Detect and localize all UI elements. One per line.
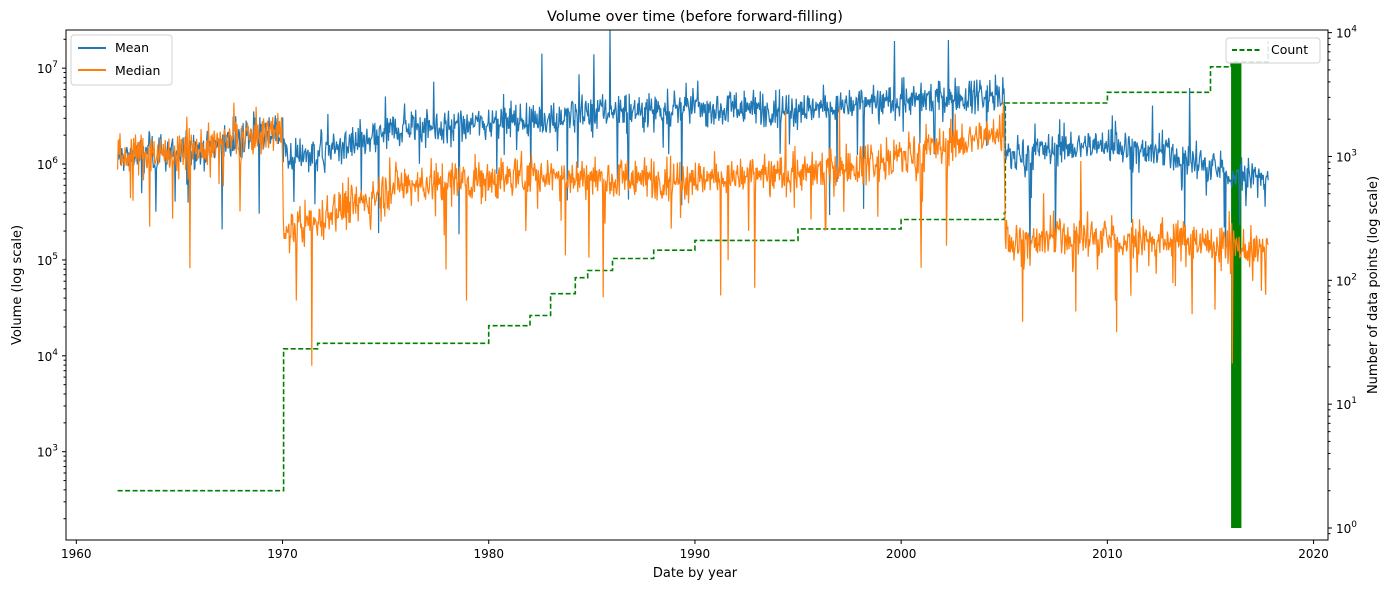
x-tick-label: 1970 — [267, 547, 298, 561]
y2-tick-label: 100 — [1336, 520, 1357, 536]
median-line — [117, 101, 1269, 366]
y-tick-label: 103 — [37, 444, 58, 460]
legend-right-box — [1225, 37, 1321, 64]
legend-mean-label: Mean — [115, 40, 149, 55]
y-tick-label: 104 — [37, 348, 58, 364]
plot-area — [117, 30, 1269, 528]
y-axis-label: Volume (log scale) — [10, 225, 25, 345]
y2-tick-label: 104 — [1336, 25, 1357, 41]
legend-count-label: Count — [1271, 42, 1308, 57]
x-axis: 1960 1970 1980 1990 2000 2010 2020 — [61, 540, 1329, 561]
y2-tick-label: 102 — [1336, 272, 1357, 288]
count-band — [1231, 61, 1242, 528]
chart-title: Volume over time (before forward-filling… — [547, 9, 843, 25]
plot-lines — [117, 30, 1269, 528]
count-line — [117, 41, 1269, 492]
x-tick-label: 2000 — [886, 547, 917, 561]
x-tick-label: 1980 — [473, 547, 504, 561]
y-tick-label: 106 — [37, 156, 58, 172]
x-tick-label: 1960 — [61, 547, 92, 561]
x-axis-label: Date by year — [653, 566, 738, 581]
y2-axis-label: Number of data points (log scale) — [1366, 176, 1381, 394]
y2-tick-label: 103 — [1336, 148, 1357, 164]
mean-line — [117, 30, 1269, 260]
x-tick-label: 1990 — [680, 547, 711, 561]
y2-tick-label: 101 — [1336, 396, 1357, 412]
y-axis-left: 103 104 105 106 107 — [37, 38, 66, 520]
y-axis-right: 100 101 102 103 104 — [1328, 25, 1357, 536]
y-tick-label: 105 — [37, 252, 58, 268]
x-tick-label: 2010 — [1092, 547, 1123, 561]
legend-right: Count — [1225, 37, 1321, 64]
x-tick-label: 2020 — [1298, 547, 1329, 561]
plot-frame — [65, 29, 1329, 541]
y-tick-label: 107 — [37, 60, 58, 76]
legend-median-label: Median — [115, 63, 160, 78]
legend-left: Mean Median — [70, 34, 173, 86]
